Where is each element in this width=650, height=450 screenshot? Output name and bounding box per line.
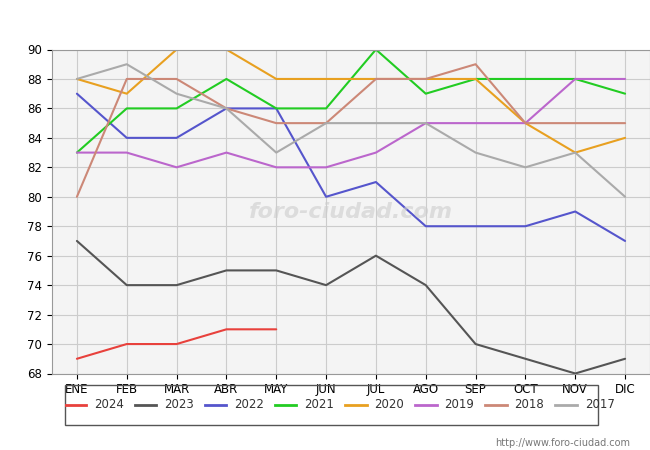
Text: Afiliados en Salmeroncillos a 31/5/2024: Afiliados en Salmeroncillos a 31/5/2024 [147, 11, 503, 29]
Text: 2017: 2017 [585, 399, 614, 411]
Text: foro-ciudad.com: foro-ciudad.com [249, 202, 453, 221]
Text: 2020: 2020 [374, 399, 404, 411]
Text: 2021: 2021 [304, 399, 334, 411]
Text: 2024: 2024 [94, 399, 124, 411]
Text: 2018: 2018 [515, 399, 544, 411]
Text: 2022: 2022 [235, 399, 265, 411]
Text: http://www.foro-ciudad.com: http://www.foro-ciudad.com [495, 438, 630, 448]
Text: 2023: 2023 [164, 399, 194, 411]
Text: 2019: 2019 [445, 399, 474, 411]
